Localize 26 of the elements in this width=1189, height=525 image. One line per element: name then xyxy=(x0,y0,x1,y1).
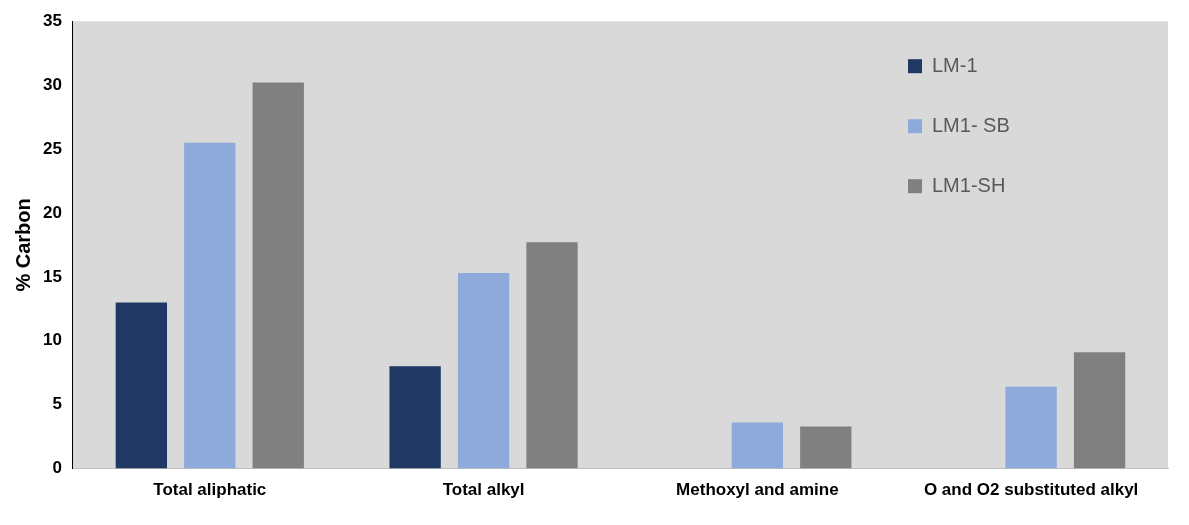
x-tick-label: O and O2 substituted alkyl xyxy=(923,480,1139,500)
x-tick-label: Total aliphatic xyxy=(153,480,267,500)
bar xyxy=(526,242,578,469)
y-tick-label: 25 xyxy=(42,138,62,158)
bar xyxy=(731,422,784,469)
y-tick-label: 0 xyxy=(52,458,62,478)
legend-label: LM-1 xyxy=(932,53,978,76)
y-axis-title: % Carbon xyxy=(11,198,34,292)
bar xyxy=(389,366,441,469)
bar xyxy=(800,426,852,469)
bar xyxy=(1073,352,1126,469)
y-tick-label: 15 xyxy=(42,266,62,286)
y-tick-label: 10 xyxy=(42,330,62,350)
legend-label: LM1-SH xyxy=(932,173,1006,196)
bar xyxy=(184,142,236,469)
legend-label: LM1- SB xyxy=(932,113,1010,136)
y-tick-label: 20 xyxy=(42,202,62,222)
bar xyxy=(1005,386,1057,469)
y-tick-label: 5 xyxy=(52,394,62,414)
y-tick-label: 30 xyxy=(42,74,62,94)
y-tick-label: 35 xyxy=(42,10,62,30)
x-tick-label: Total alkyl xyxy=(442,480,525,500)
x-tick-label: Methoxyl and amine xyxy=(676,480,839,500)
bar xyxy=(115,302,168,469)
bar xyxy=(252,82,304,469)
bar xyxy=(457,273,510,469)
